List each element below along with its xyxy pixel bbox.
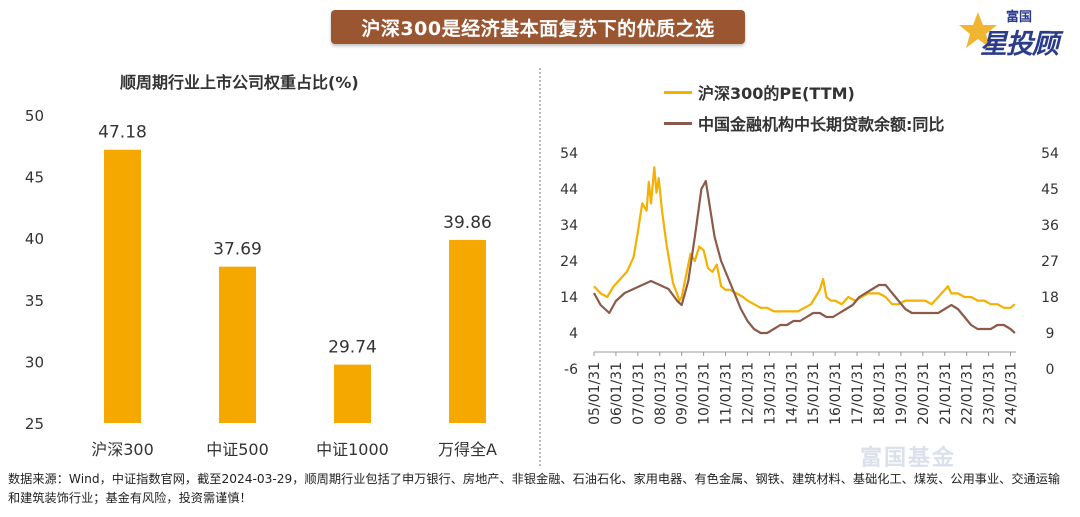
bar-y-tick-label: 50 — [25, 107, 44, 125]
legend-item-loan: 中国金融机构中长期贷款余额:同比 — [664, 111, 944, 135]
line-x-tick-label: 09/01/31 — [675, 362, 691, 425]
line-left-y-tick-label: -6 — [564, 362, 578, 378]
logo-main-text: 星投顾 — [980, 29, 1059, 60]
line-right-y-tick-label: 45 — [1041, 182, 1059, 198]
line-x-tick-label: 14/01/31 — [784, 362, 800, 425]
bar-4 — [449, 239, 486, 423]
line-x-tick-label: 13/01/31 — [762, 362, 778, 425]
bar-y-tick-label: 30 — [25, 353, 44, 371]
bar-value-label: 39.86 — [443, 213, 492, 233]
bar-3 — [334, 364, 371, 423]
line-series-pe — [593, 166, 1016, 313]
line-right-y-tick-label: 0 — [1046, 362, 1055, 378]
line-x-tick-label: 05/01/31 — [587, 362, 603, 425]
bar-2 — [219, 266, 256, 423]
line-x-tick-label: 20/01/31 — [916, 362, 932, 425]
line-x-tick-label: 24/01/31 — [1004, 362, 1020, 425]
bar-category-label: 沪深300 — [91, 440, 154, 459]
line-left-y-tick-label: 4 — [569, 326, 578, 342]
line-x-tick-label: 12/01/31 — [740, 362, 756, 425]
legend-item-pe: 沪深300的PE(TTM) — [664, 80, 855, 104]
bar-chart-title: 顺周期行业上市公司权重占比(%) — [120, 73, 359, 92]
legend-label-pe: 沪深300的PE(TTM) — [698, 84, 855, 103]
bar-value-label: 37.69 — [213, 240, 262, 260]
legend-label-loan: 中国金融机构中长期贷款余额:同比 — [698, 115, 945, 134]
line-left-y-tick-label: 34 — [560, 218, 578, 234]
logo-top-text: 富国 — [1006, 10, 1033, 25]
line-x-tick-label: 18/01/31 — [872, 362, 888, 425]
line-left-y-tick-label: 44 — [560, 182, 578, 198]
line-left-y-tick-label: 14 — [560, 290, 578, 306]
line-x-tick-label: 10/01/31 — [697, 362, 713, 425]
line-right-y-tick-label: 9 — [1046, 326, 1055, 342]
line-x-tick-label: 17/01/31 — [850, 362, 866, 425]
line-x-tick-label: 19/01/31 — [894, 362, 910, 425]
line-x-tick-label: 08/01/31 — [653, 362, 669, 425]
bar-category-label: 中证500 — [206, 440, 269, 459]
bar-y-tick-label: 40 — [25, 230, 44, 248]
line-series-loan — [593, 179, 1016, 335]
watermark: 富国基金 — [860, 446, 957, 471]
line-right-y-tick-label: 27 — [1041, 254, 1059, 270]
line-left-y-tick-label: 54 — [560, 146, 578, 162]
line-x-tick-label: 07/01/31 — [631, 362, 647, 425]
panel-divider — [539, 68, 541, 466]
star-icon — [959, 12, 997, 48]
bar-category-label: 万得全A — [438, 440, 497, 459]
bar-1 — [104, 149, 141, 423]
line-x-tick-label: 11/01/31 — [719, 362, 735, 425]
line-right-y-tick-label: 36 — [1041, 218, 1059, 234]
line-right-y-tick-label: 18 — [1041, 290, 1059, 306]
legend-swatch-pe — [664, 90, 692, 94]
bar-y-tick-label: 25 — [25, 415, 44, 433]
bar-y-tick-label: 45 — [25, 169, 44, 187]
bar-category-label: 中证1000 — [316, 440, 389, 459]
brand-logo: 富国 星投顾 — [958, 4, 1073, 62]
banner-title: 沪深300是经济基本面复苏下的优质之选 — [331, 10, 745, 44]
bar-value-label: 29.74 — [328, 338, 377, 358]
line-x-tick-label: 23/01/31 — [982, 362, 998, 425]
line-x-tick-label: 22/01/31 — [960, 362, 976, 425]
bar-value-label: 47.18 — [98, 123, 147, 143]
line-x-tick-label: 21/01/31 — [938, 362, 954, 425]
footnote: 数据来源：Wind，中证指数官网，截至2024-03-29，顺周期行业包括了申万… — [8, 472, 1061, 505]
line-x-tick-label: 16/01/31 — [828, 362, 844, 425]
line-x-tick-label: 15/01/31 — [806, 362, 822, 425]
line-x-tick-label: 06/01/31 — [609, 362, 625, 425]
legend-swatch-loan — [664, 121, 692, 125]
bar-y-tick-label: 35 — [25, 292, 44, 310]
line-right-y-tick-label: 54 — [1041, 146, 1059, 162]
line-left-y-tick-label: 24 — [560, 254, 578, 270]
